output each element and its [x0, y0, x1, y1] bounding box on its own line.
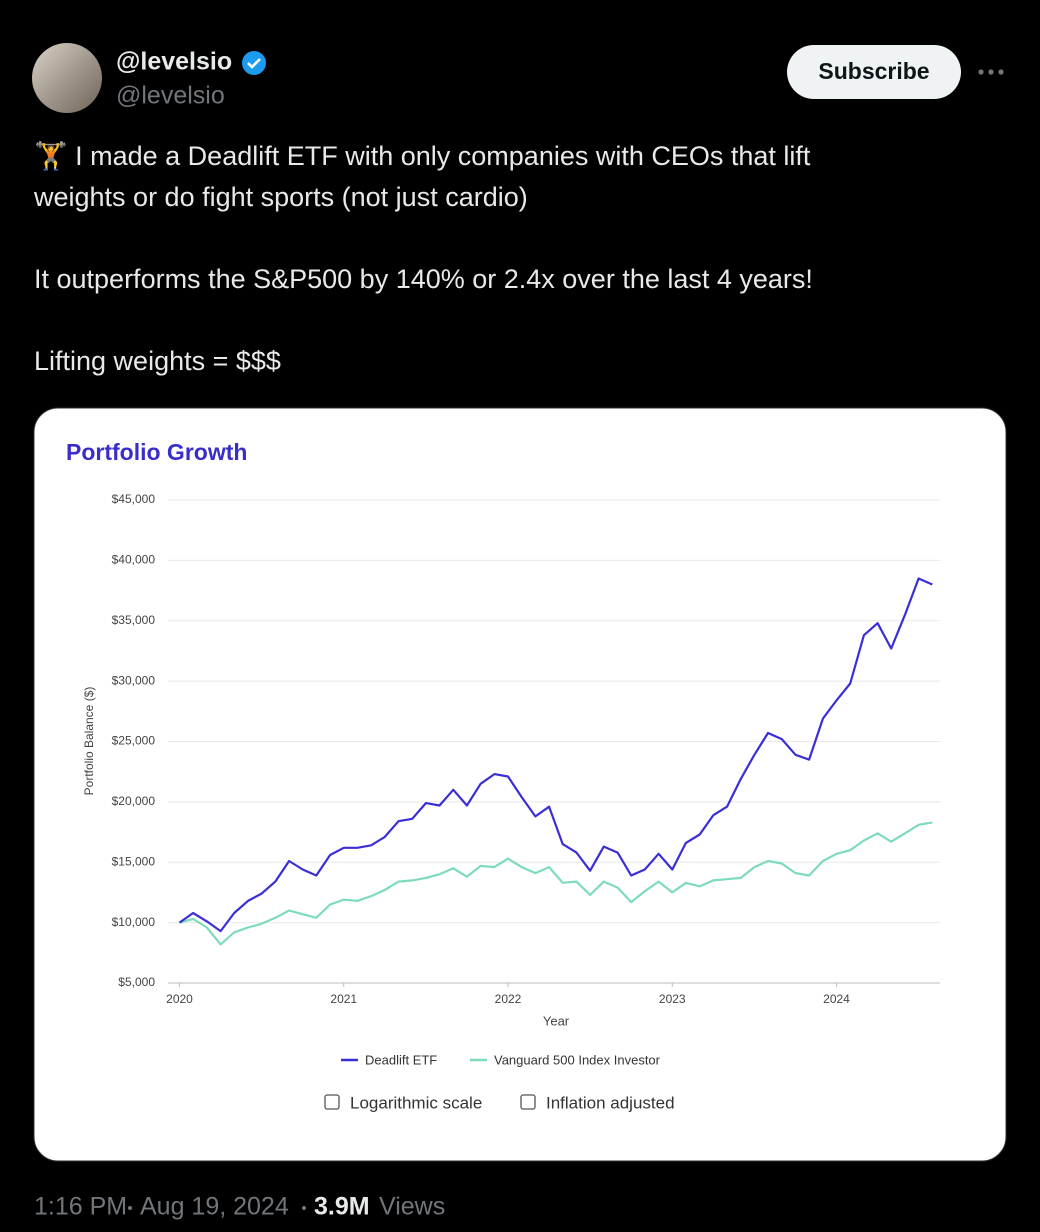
y-tick-label: $15,000: [112, 854, 156, 868]
tweet-date[interactable]: Aug 19, 2024: [140, 1193, 289, 1221]
views-label: Views: [379, 1193, 445, 1221]
y-tick-label: $20,000: [112, 794, 156, 808]
x-tick-label: 2021: [330, 992, 357, 1006]
x-tick-label: 2020: [166, 992, 193, 1006]
subscribe-button[interactable]: [787, 45, 961, 99]
checkbox-label: Logarithmic scale: [350, 1093, 482, 1112]
checkbox[interactable]: [324, 1094, 340, 1110]
y-tick-label: $40,000: [112, 553, 156, 567]
author-handle[interactable]: @levelsio: [116, 82, 225, 110]
x-tick-label: 2023: [659, 992, 686, 1006]
data-line: [178, 577, 933, 933]
tweet-text: Lifting weights = $$$: [34, 346, 281, 376]
legend-label: Deadlift ETF: [365, 1052, 437, 1067]
verified-badge: [242, 51, 266, 75]
y-tick-label: $45,000: [112, 492, 156, 506]
x-tick-label: 2022: [495, 992, 522, 1006]
y-tick-label: $10,000: [112, 915, 156, 929]
views-count: 3.9M: [314, 1193, 370, 1221]
checkbox[interactable]: [520, 1094, 536, 1110]
tweet-text: 🏋️ I made a Deadlift ETF with only compa…: [34, 140, 811, 171]
avatar[interactable]: [32, 43, 102, 113]
y-axis-label: Portfolio Balance ($): [82, 687, 96, 796]
y-tick-label: $30,000: [112, 673, 156, 687]
tweet-text: weights or do fight sports (not just car…: [33, 182, 528, 212]
author-name[interactable]: @levelsio: [116, 48, 232, 76]
more-menu[interactable]: [978, 69, 1004, 75]
tweet-text: It outperforms the S&P500 by 140% or 2.4…: [34, 264, 813, 294]
y-tick-label: $5,000: [118, 975, 155, 989]
legend-label: Vanguard 500 Index Investor: [494, 1052, 661, 1067]
chart-card[interactable]: [33, 407, 1007, 1162]
checkbox-label: Inflation adjusted: [546, 1093, 675, 1112]
data-line: [179, 821, 933, 946]
chart-title: Portfolio Growth: [66, 439, 247, 465]
x-axis-label: Year: [543, 1013, 570, 1028]
separator: [302, 1206, 306, 1210]
tweet-time[interactable]: 1:16 PM: [34, 1193, 127, 1221]
y-tick-label: $35,000: [112, 613, 156, 627]
separator: [128, 1206, 132, 1210]
x-tick-label: 2024: [823, 992, 850, 1006]
y-tick-label: $25,000: [112, 734, 156, 748]
subscribe-label[interactable]: Subscribe: [818, 58, 929, 84]
